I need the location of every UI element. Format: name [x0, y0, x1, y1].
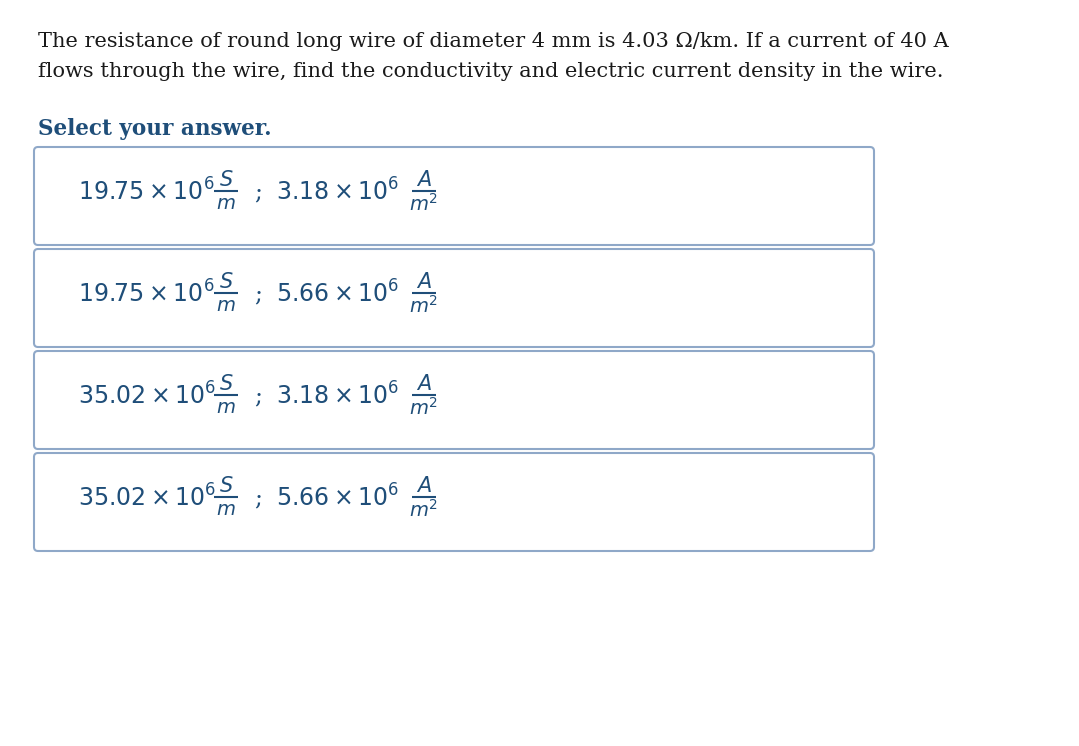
Text: $19.75\times 10^{6}$: $19.75\times 10^{6}$ — [78, 280, 215, 307]
Text: $m$: $m$ — [216, 195, 236, 213]
Text: $m$: $m$ — [216, 399, 236, 417]
FancyBboxPatch shape — [35, 147, 874, 245]
Text: $m^2$: $m^2$ — [409, 193, 438, 215]
Text: ;: ; — [254, 384, 262, 407]
Text: $m$: $m$ — [216, 501, 236, 519]
Text: $35.02\times 10^{6}$: $35.02\times 10^{6}$ — [78, 484, 216, 512]
Text: $A$: $A$ — [416, 272, 432, 292]
Text: The resistance of round long wire of diameter 4 mm is 4.03 Ω/km. If a current of: The resistance of round long wire of dia… — [38, 32, 948, 51]
FancyBboxPatch shape — [35, 351, 874, 449]
Text: ;: ; — [254, 181, 262, 204]
Text: $3.18\times 10^{6}$: $3.18\times 10^{6}$ — [276, 178, 399, 206]
FancyBboxPatch shape — [35, 249, 874, 347]
Text: ;: ; — [254, 486, 262, 510]
Text: $A$: $A$ — [416, 374, 432, 394]
Text: $S$: $S$ — [219, 476, 233, 496]
Text: $A$: $A$ — [416, 476, 432, 496]
Text: $m^2$: $m^2$ — [409, 397, 438, 419]
Text: $S$: $S$ — [219, 374, 233, 394]
Text: flows through the wire, find the conductivity and electric current density in th: flows through the wire, find the conduct… — [38, 62, 943, 81]
Text: $3.18\times 10^{6}$: $3.18\times 10^{6}$ — [276, 383, 399, 410]
Text: Select your answer.: Select your answer. — [38, 118, 272, 140]
FancyBboxPatch shape — [35, 453, 874, 551]
Text: $5.66\times 10^{6}$: $5.66\times 10^{6}$ — [276, 280, 399, 307]
Text: $m$: $m$ — [216, 297, 236, 315]
Text: $m^2$: $m^2$ — [409, 295, 438, 317]
Text: $S$: $S$ — [219, 170, 233, 190]
Text: $A$: $A$ — [416, 170, 432, 190]
Text: $5.66\times 10^{6}$: $5.66\times 10^{6}$ — [276, 484, 399, 512]
Text: ;: ; — [254, 283, 262, 306]
Text: $35.02\times 10^{6}$: $35.02\times 10^{6}$ — [78, 383, 216, 410]
Text: $19.75\times 10^{6}$: $19.75\times 10^{6}$ — [78, 178, 215, 206]
Text: $S$: $S$ — [219, 272, 233, 292]
Text: $m^2$: $m^2$ — [409, 499, 438, 521]
